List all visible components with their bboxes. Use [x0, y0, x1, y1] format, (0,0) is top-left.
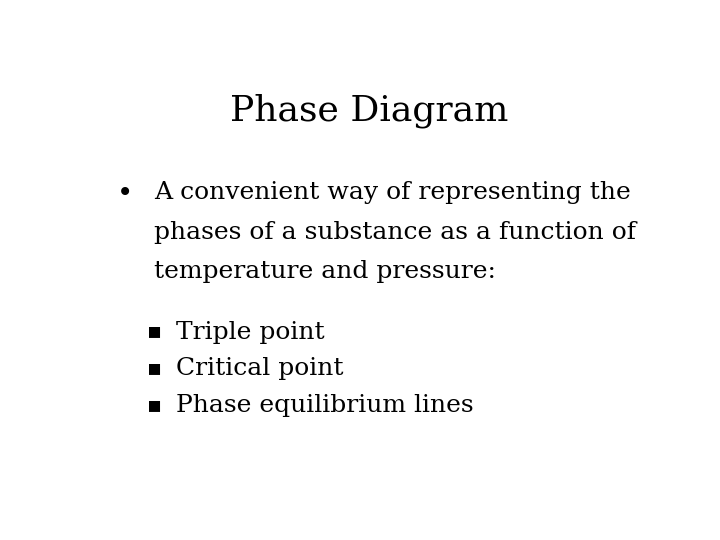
Text: ▪: ▪ — [147, 357, 162, 379]
Text: phases of a substance as a function of: phases of a substance as a function of — [154, 221, 636, 244]
Text: temperature and pressure:: temperature and pressure: — [154, 260, 496, 283]
Text: •: • — [117, 181, 133, 208]
Text: ▪: ▪ — [147, 321, 162, 342]
Text: Critical point: Critical point — [176, 357, 344, 380]
Text: A convenient way of representing the: A convenient way of representing the — [154, 181, 631, 204]
Text: ▪: ▪ — [147, 394, 162, 416]
Text: Phase Diagram: Phase Diagram — [230, 94, 508, 129]
Text: Triple point: Triple point — [176, 321, 325, 343]
Text: Phase equilibrium lines: Phase equilibrium lines — [176, 394, 474, 417]
